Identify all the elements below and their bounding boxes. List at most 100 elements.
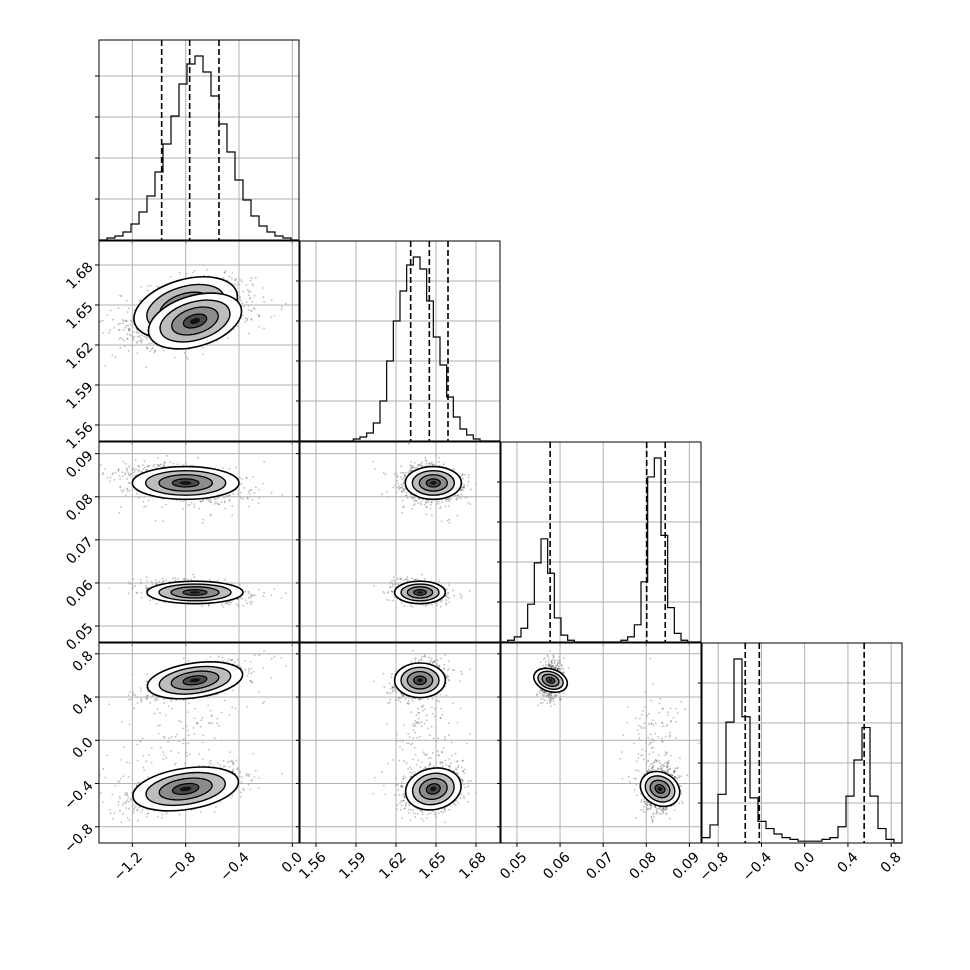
- sample-point: [101, 473, 104, 476]
- sample-point: [445, 603, 447, 606]
- sample-point: [232, 492, 234, 495]
- sample-point: [420, 465, 422, 467]
- sample-point: [126, 337, 129, 340]
- sample-point: [136, 352, 139, 355]
- sample-point: [119, 478, 121, 480]
- sample-point: [247, 308, 250, 311]
- sample-point: [425, 604, 428, 606]
- sample-point: [214, 501, 217, 503]
- sample-point: [218, 503, 220, 506]
- sample-point: [253, 308, 256, 311]
- sample-point: [111, 473, 114, 476]
- sample-point: [120, 506, 122, 509]
- sample-point: [419, 464, 421, 466]
- sample-point: [137, 464, 140, 467]
- sample-point: [223, 271, 226, 274]
- sample-point: [207, 604, 210, 606]
- sample-point: [392, 599, 395, 602]
- sample-point: [448, 497, 451, 500]
- sample-point: [153, 351, 156, 354]
- sample-point: [158, 580, 161, 583]
- sample-point: [424, 604, 427, 607]
- sample-point: [186, 358, 189, 360]
- sample-point: [252, 284, 255, 287]
- sample-point: [406, 497, 409, 499]
- sample-point: [140, 592, 143, 595]
- sample-point: [102, 332, 105, 334]
- sample-point: [240, 483, 243, 485]
- sample-point: [101, 319, 104, 322]
- sample-point: [223, 496, 226, 499]
- sample-point: [405, 491, 408, 494]
- sample-point: [383, 592, 386, 595]
- sample-point: [143, 335, 146, 338]
- sample-point: [163, 464, 166, 467]
- sample-point: [244, 590, 247, 593]
- sample-point: [280, 308, 283, 311]
- sample-point: [125, 320, 127, 323]
- sample-point: [261, 482, 264, 485]
- sample-point: [193, 503, 196, 505]
- sample-point: [198, 507, 201, 510]
- sample-point: [102, 472, 105, 474]
- sample-point: [125, 494, 127, 497]
- sample-point: [128, 329, 131, 332]
- sample-point: [263, 460, 266, 463]
- sample-point: [247, 490, 250, 493]
- sample-point: [156, 456, 159, 459]
- sample-point: [427, 500, 430, 502]
- sample-point: [228, 468, 231, 470]
- sample-point: [145, 336, 148, 338]
- sample-point: [140, 299, 142, 301]
- sample-point: [112, 472, 114, 474]
- sample-point: [231, 277, 233, 280]
- sample-point: [414, 503, 416, 506]
- sample-point: [151, 347, 154, 350]
- sample-point: [144, 586, 147, 589]
- sample-point: [127, 481, 130, 484]
- sample-point: [284, 302, 287, 305]
- sample-point: [281, 494, 283, 496]
- sample-point: [135, 331, 138, 334]
- sample-point: [372, 585, 375, 587]
- sample-point: [128, 328, 131, 331]
- sample-point: [258, 488, 260, 491]
- sample-point: [243, 487, 246, 489]
- sample-point: [119, 486, 122, 489]
- sample-point: [213, 498, 216, 501]
- sample-point: [246, 602, 249, 605]
- sample-point: [156, 285, 158, 288]
- sample-point: [147, 289, 149, 292]
- sample-point: [160, 463, 163, 466]
- sample-point: [248, 332, 250, 335]
- sample-point: [386, 598, 388, 601]
- sample-point: [273, 588, 276, 590]
- sample-point: [228, 601, 231, 604]
- sample-point: [422, 499, 424, 501]
- sample-point: [254, 486, 257, 489]
- sample-point: [133, 471, 136, 474]
- sample-point: [113, 479, 116, 481]
- sample-point: [249, 279, 252, 282]
- sample-point: [151, 342, 153, 344]
- sample-point: [239, 279, 242, 281]
- sample-point: [139, 339, 142, 342]
- sample-point: [109, 480, 111, 483]
- sample-point: [123, 340, 125, 342]
- sample-point: [124, 472, 127, 474]
- sample-point: [412, 504, 415, 507]
- sample-point: [216, 502, 219, 505]
- sample-point: [423, 577, 426, 580]
- sample-point: [448, 522, 451, 524]
- sample-point: [381, 493, 383, 496]
- sample-point: [234, 279, 237, 282]
- sample-point: [145, 505, 148, 508]
- sample-point: [281, 305, 283, 308]
- sample-point: [455, 497, 458, 500]
- sample-point: [240, 497, 242, 499]
- sample-point: [145, 585, 147, 587]
- sample-point: [118, 475, 121, 477]
- sample-point: [104, 468, 107, 470]
- sample-point: [450, 497, 453, 500]
- sample-point: [398, 485, 401, 488]
